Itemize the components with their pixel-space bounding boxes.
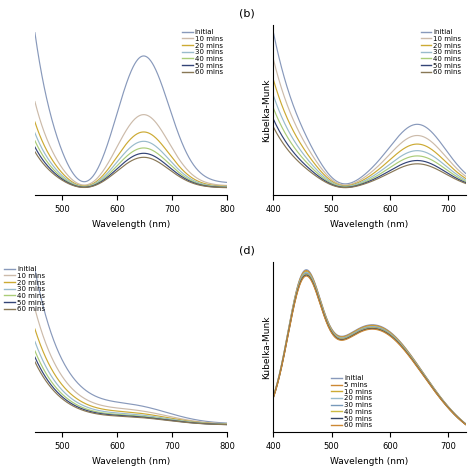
Text: (d): (d) bbox=[239, 245, 255, 255]
Y-axis label: Kubelka-Munk: Kubelka-Munk bbox=[262, 315, 271, 379]
Legend: initial, 10 mins, 20 mins, 30 mins, 40 mins, 50 mins, 60 mins: initial, 10 mins, 20 mins, 30 mins, 40 m… bbox=[182, 28, 224, 76]
X-axis label: Wavelength (nm): Wavelength (nm) bbox=[92, 456, 170, 465]
X-axis label: Wavelength (nm): Wavelength (nm) bbox=[330, 456, 409, 465]
Legend: initial, 10 mins, 20 mins, 30 mins, 40 mins, 50 mins, 60 mins: initial, 10 mins, 20 mins, 30 mins, 40 m… bbox=[4, 265, 46, 313]
X-axis label: Wavelength (nm): Wavelength (nm) bbox=[330, 219, 409, 228]
Legend: initial, 5 mins, 10 mins, 20 mins, 30 mins, 40 mins, 50 mins, 60 mins: initial, 5 mins, 10 mins, 20 mins, 30 mi… bbox=[331, 374, 373, 429]
Y-axis label: Kubelka-Munk: Kubelka-Munk bbox=[262, 78, 271, 142]
Legend: initial, 10 mins, 20 mins, 30 mins, 40 mins, 50 mins, 60 mins: initial, 10 mins, 20 mins, 30 mins, 40 m… bbox=[420, 28, 462, 76]
X-axis label: Wavelength (nm): Wavelength (nm) bbox=[92, 219, 170, 228]
Text: (b): (b) bbox=[239, 8, 255, 18]
